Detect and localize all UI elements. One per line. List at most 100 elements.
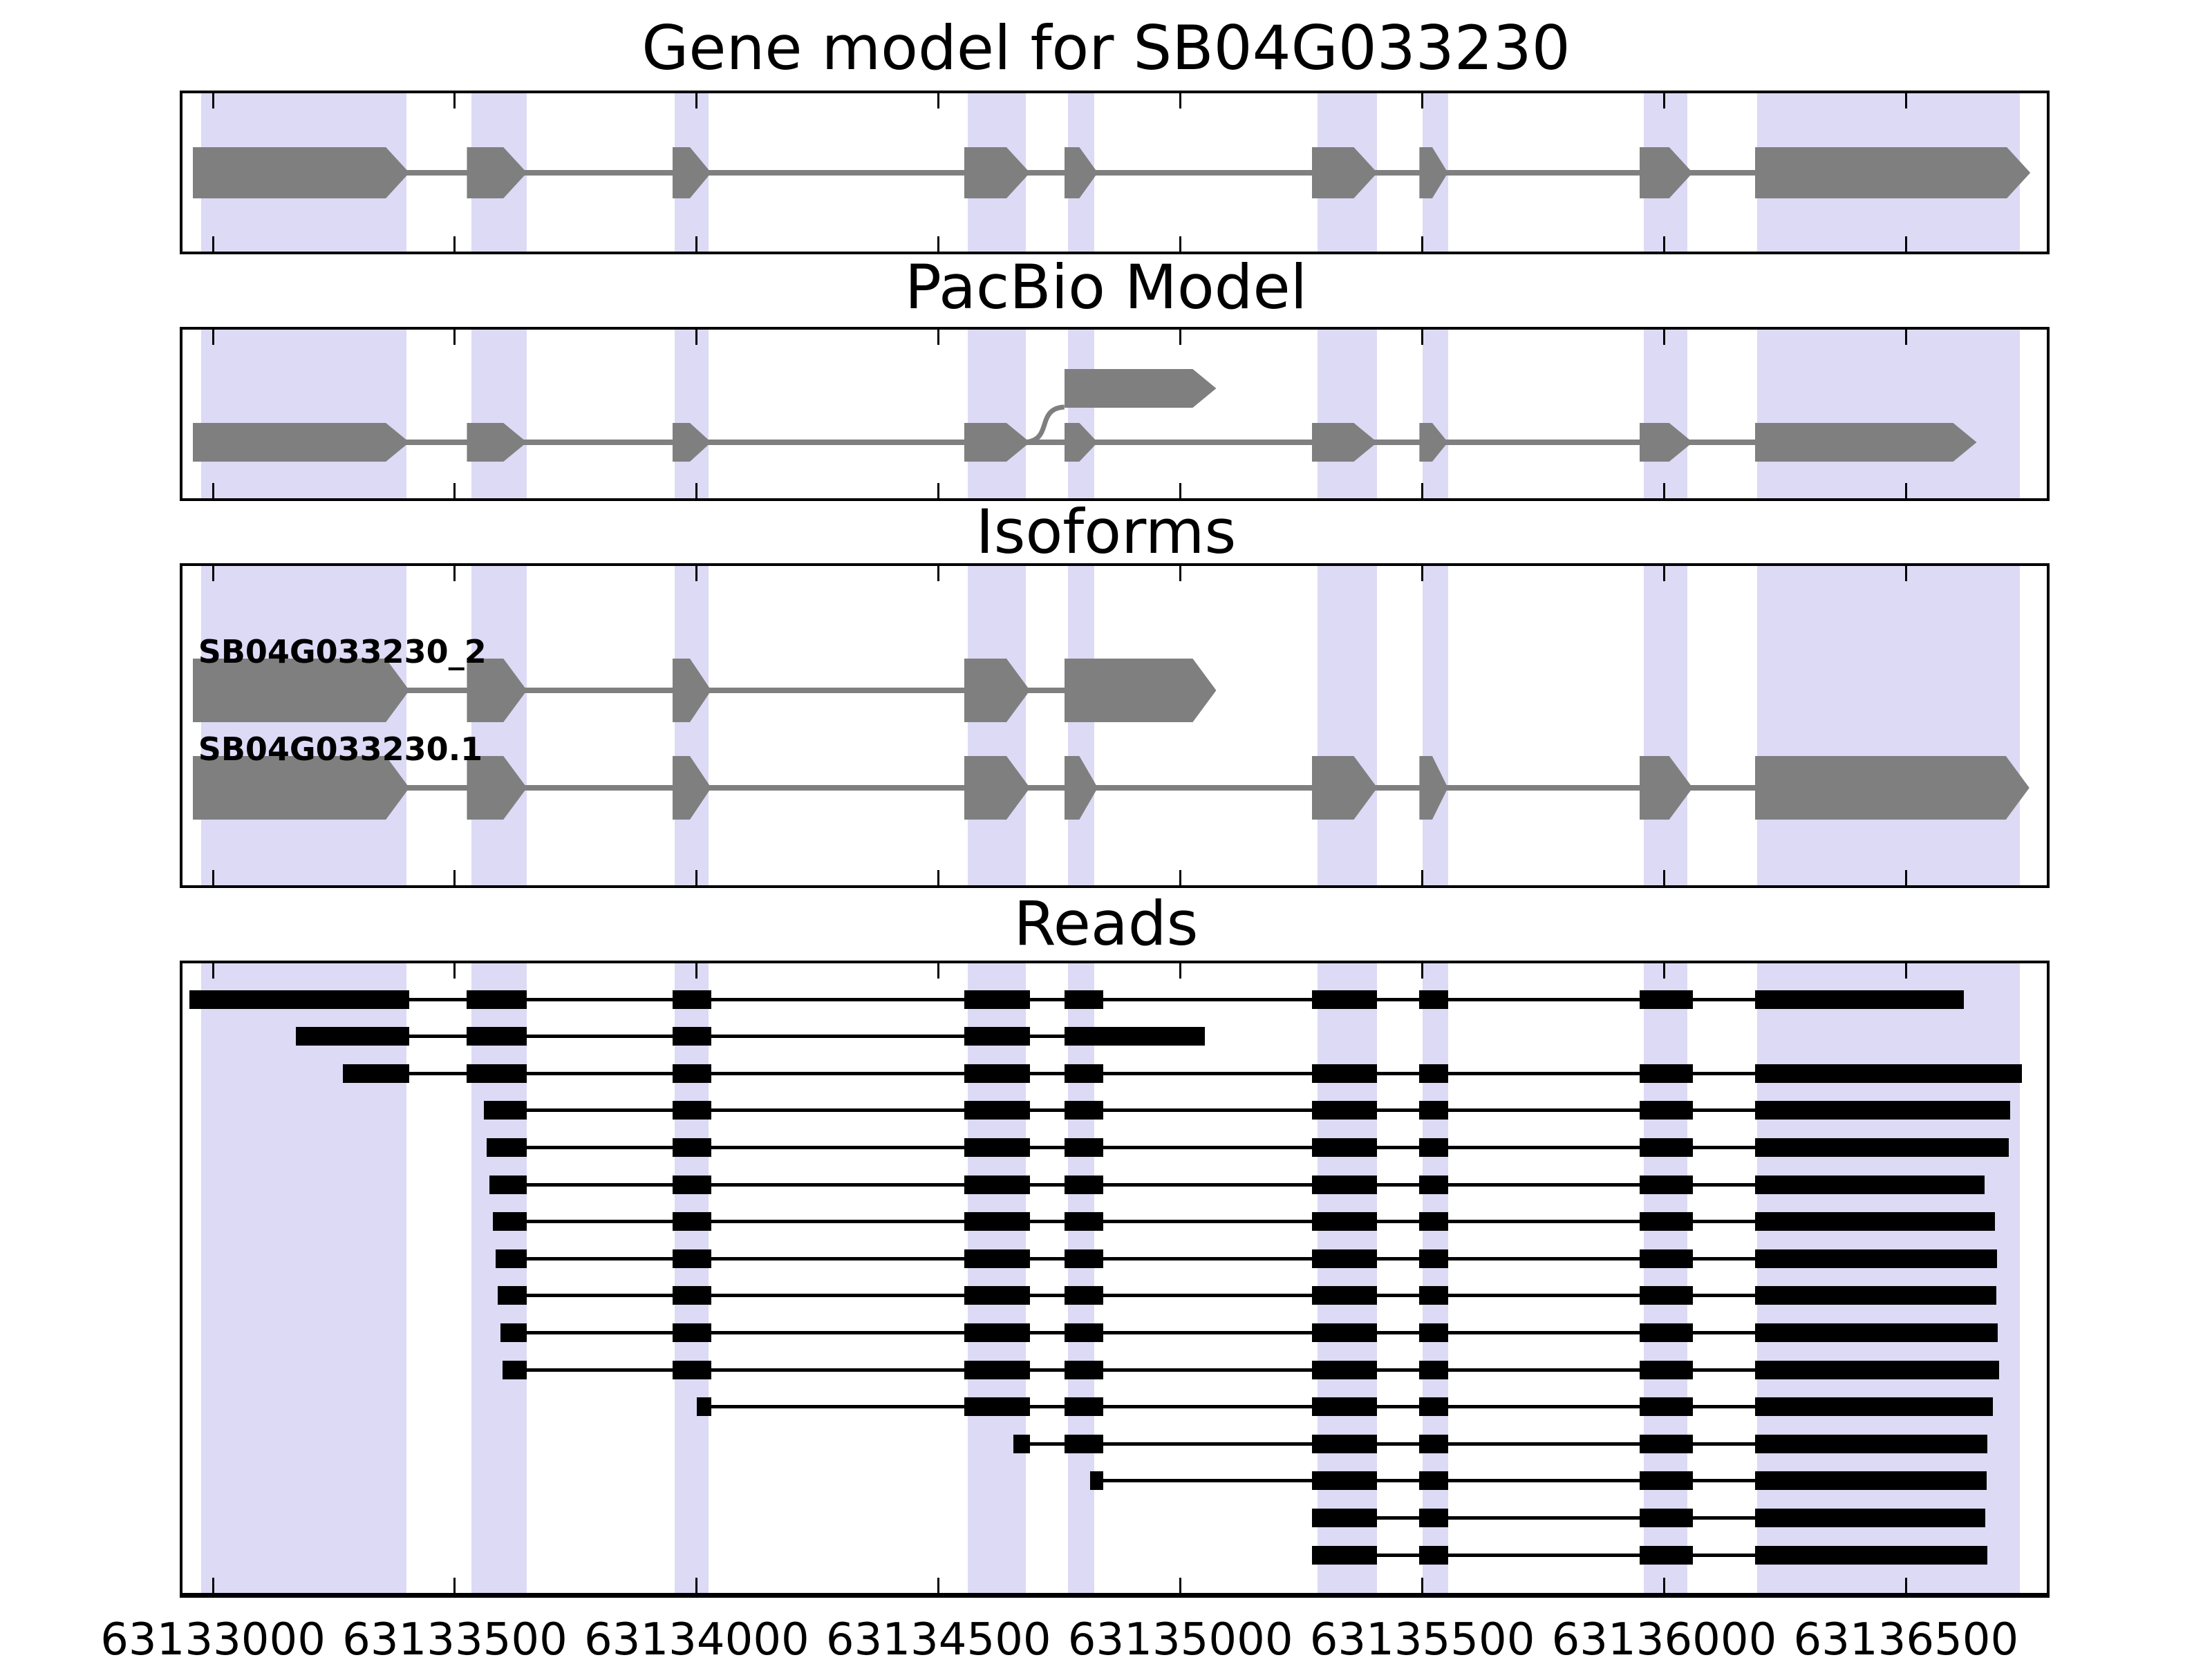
read-exon-block [1755, 1212, 1996, 1231]
axis-tick-mark [1662, 963, 1665, 979]
read-exon-block [1419, 1360, 1448, 1379]
intron-line [1013, 1442, 1987, 1446]
axis-tick-mark [212, 330, 214, 345]
read-exon-block [964, 1212, 1031, 1231]
read-exon-block [672, 1175, 711, 1194]
axis-tick-mark [937, 330, 940, 345]
axis-tick-mark [1662, 1578, 1665, 1593]
read-exon-block [1755, 990, 1965, 1009]
intron-line [489, 1182, 1985, 1187]
exon-highlight-band [1644, 963, 1688, 1593]
read-exon-block [1639, 1137, 1693, 1157]
gene-model-panel [180, 91, 2050, 254]
axis-tick-mark [453, 963, 456, 979]
read-exon-block [964, 1064, 1031, 1083]
axis-tick-mark [212, 870, 214, 885]
exon-highlight-band [1756, 963, 2020, 1593]
exon-highlight-band [675, 963, 709, 1593]
axis-tick-mark [1421, 93, 1424, 108]
read-exon-block [489, 1175, 527, 1194]
read-exon-block [964, 1323, 1031, 1342]
read-exon-block [503, 1360, 527, 1379]
isoform-label: SB04G033230.1 [198, 730, 483, 768]
pacbio-model-title: PacBio Model [904, 252, 1308, 323]
axis-tick-mark [695, 963, 698, 979]
read-exon-block [500, 1323, 527, 1342]
read-exon-block [1639, 1101, 1693, 1120]
axis-tick-mark [1662, 566, 1665, 581]
read-exon-block [1639, 1360, 1693, 1379]
read-exon-block [1312, 1137, 1378, 1157]
exon-block [1065, 659, 1217, 722]
read-exon-block [672, 1027, 711, 1046]
exon-highlight-band [1644, 566, 1688, 885]
read-exon-block [1064, 1323, 1103, 1342]
x-axis-tick-label: 63133000 [100, 1614, 326, 1665]
alt-last-exon-block [1065, 369, 1217, 408]
axis-tick-mark [1904, 93, 1907, 108]
axis-tick-mark [1421, 963, 1424, 979]
read-exon-block [483, 1101, 527, 1120]
read-exon-block [1419, 1249, 1448, 1268]
axis-tick-mark [695, 483, 698, 498]
read-exon-block [964, 1397, 1031, 1417]
read-exon-block [1419, 1508, 1448, 1527]
axis-tick-mark [1179, 483, 1182, 498]
exon-highlight-band [200, 963, 406, 1593]
x-axis-tick-label: 63134000 [584, 1614, 809, 1665]
read-exon-block [672, 1286, 711, 1305]
exon-block [1755, 147, 2030, 198]
axis-tick-mark [1421, 330, 1424, 345]
read-exon-block [1755, 1471, 1987, 1491]
read-exon-block [495, 1249, 527, 1268]
read-exon-block [1419, 1434, 1448, 1453]
read-exon-block [189, 990, 410, 1009]
read-exon-block [1312, 1212, 1378, 1231]
exon-highlight-band [1756, 330, 2020, 498]
intron-line [498, 1294, 1997, 1298]
axis-tick-mark [937, 963, 940, 979]
axis-tick-mark [1904, 483, 1907, 498]
intron-line [1089, 1479, 1987, 1483]
axis-tick-mark [1904, 236, 1907, 252]
read-exon-block [1064, 1360, 1103, 1379]
exon-highlight-band [200, 330, 406, 498]
exon-block [1755, 423, 1977, 462]
axis-tick-mark [1904, 1578, 1907, 1593]
intron-line [492, 1220, 1996, 1224]
read-exon-block [1755, 1249, 1997, 1268]
read-exon-block [1312, 1471, 1378, 1491]
read-exon-block [1419, 990, 1448, 1009]
axis-tick-mark [1179, 870, 1182, 885]
exon-highlight-band [675, 566, 709, 885]
read-exon-block [1064, 1175, 1103, 1194]
intron-line [192, 170, 2018, 176]
read-exon-block [1639, 1545, 1693, 1565]
exon-highlight-band [1756, 566, 2020, 885]
read-exon-block [1064, 990, 1103, 1009]
x-axis-tick-label: 63134500 [825, 1614, 1051, 1665]
read-exon-block [1312, 1101, 1378, 1120]
axis-tick-mark [695, 1578, 698, 1593]
exon-highlight-band [471, 963, 527, 1593]
read-exon-block [1064, 1101, 1103, 1120]
read-exon-block [1419, 1137, 1448, 1157]
read-exon-block [1755, 1064, 2023, 1083]
exon-highlight-band [1422, 566, 1448, 885]
read-exon-block [1312, 990, 1378, 1009]
read-exon-block [487, 1137, 527, 1157]
x-axis-tick-label: 63135000 [1067, 1614, 1293, 1665]
exon-highlight-band [1317, 963, 1378, 1593]
x-axis-tick-label: 63135500 [1309, 1614, 1535, 1665]
axis-tick-mark [1662, 236, 1665, 252]
read-exon-block [295, 1027, 410, 1046]
axis-tick-mark [453, 566, 456, 581]
read-exon-block [1064, 1064, 1103, 1083]
axis-tick-mark [212, 963, 214, 979]
exon-highlight-band [1068, 963, 1095, 1593]
axis-tick-mark [212, 236, 214, 252]
axis-tick-mark [937, 1578, 940, 1593]
axis-tick-mark [1179, 566, 1182, 581]
read-exon-block [1312, 1434, 1378, 1453]
